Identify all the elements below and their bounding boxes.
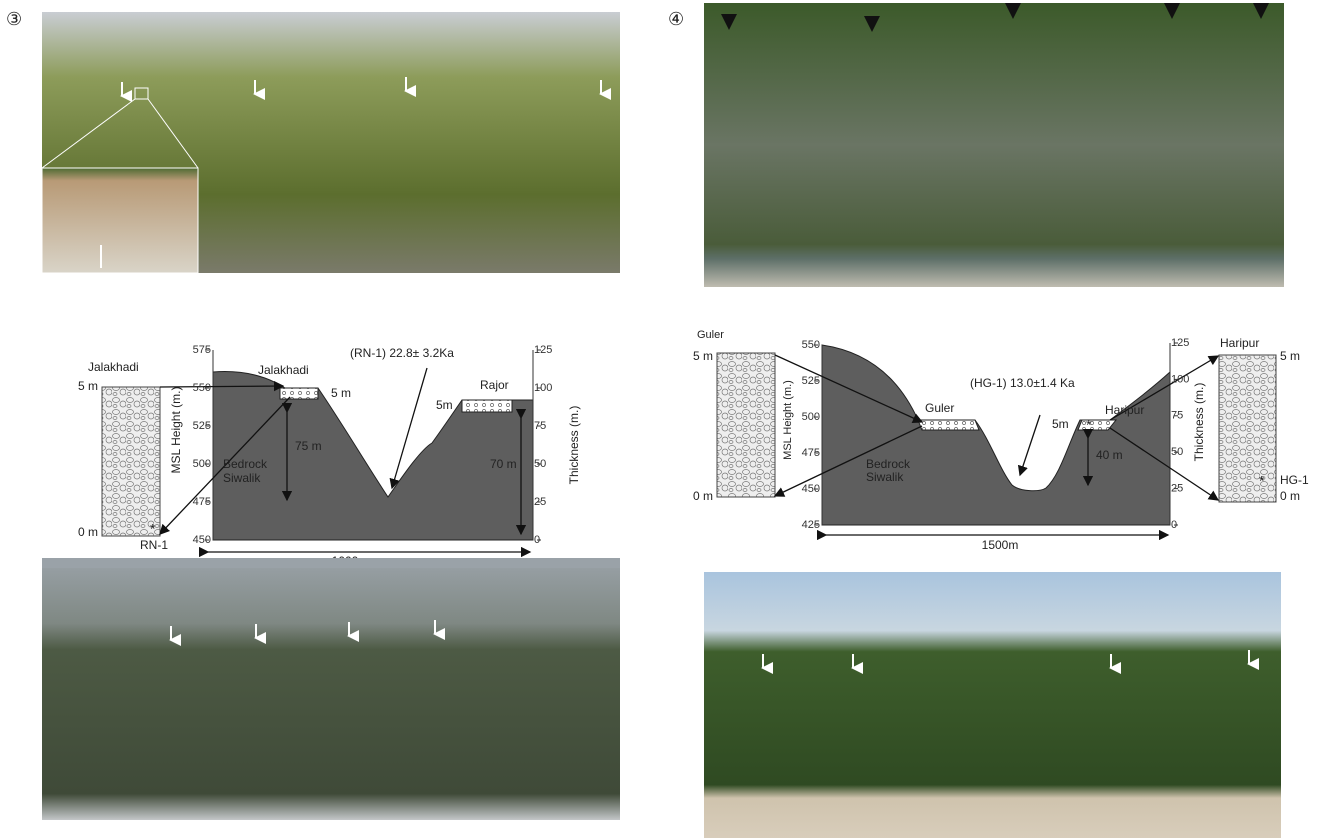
y-axis-title: MSL Height (m.) <box>782 380 794 460</box>
terrace-label: Rajor <box>480 378 509 392</box>
terrace-label: Guler <box>925 401 954 415</box>
svg-text:*: * <box>1259 473 1265 489</box>
terrace-thickness: 5m <box>436 398 453 412</box>
terrace-label: Haripur <box>1105 403 1144 417</box>
tick-label: 525 <box>193 420 211 432</box>
panel-label: ④ <box>668 9 684 29</box>
terrace-thickness: 5m <box>1052 417 1069 431</box>
column-top: 5 m <box>78 379 98 393</box>
age-label: (RN-1) 22.8± 3.2Ka <box>350 346 454 360</box>
bedrock-label: Siwalik <box>866 470 904 484</box>
column-bottom: 0 m <box>693 489 713 503</box>
tick-label: 475 <box>802 447 820 459</box>
age-label: (HG-1) 13.0±1.4 Ka <box>970 376 1075 390</box>
tick-label: 25 <box>534 496 546 508</box>
tick-label: 0 <box>534 534 540 546</box>
terrace-label: Haripur <box>1220 336 1259 350</box>
tick-label: 0 <box>1171 519 1177 531</box>
tick-label: 25 <box>1171 483 1183 495</box>
column-top: 5 m <box>1280 349 1300 363</box>
tick-label: 575 <box>193 344 211 356</box>
sample-label: HG-1 <box>1280 473 1309 487</box>
tick-label: 500 <box>802 411 820 423</box>
photo <box>704 572 1281 838</box>
bedrock-label: Siwalik <box>223 471 261 485</box>
tick-label: 50 <box>534 458 546 470</box>
column-title: Guler <box>697 329 724 341</box>
bedrock-label: Bedrock <box>866 457 911 471</box>
panel-label: ③ <box>6 9 22 29</box>
photo <box>42 12 620 273</box>
tick-label: 425 <box>802 519 820 531</box>
photo <box>704 3 1284 287</box>
tick-label: 550 <box>193 382 211 394</box>
tick-label: 75 <box>534 420 546 432</box>
photo-edge <box>42 558 620 568</box>
bedrock-label: Bedrock <box>223 457 268 471</box>
tick-label: 450 <box>193 534 211 546</box>
tick-label: 75 <box>1171 410 1183 422</box>
tick-label: 550 <box>802 339 820 351</box>
terrace-height: 75 m <box>295 439 322 453</box>
svg-text:*: * <box>150 521 156 537</box>
svg-text:*: * <box>1086 417 1092 433</box>
column-bottom: 0 m <box>78 525 98 539</box>
column-top: 5 m <box>693 349 713 363</box>
tick-label: 525 <box>802 375 820 387</box>
terrace-height: 70 m <box>490 457 517 471</box>
tick-label: 500 <box>193 458 211 470</box>
tick-label: 100 <box>534 382 552 394</box>
tick-label: 125 <box>534 344 552 356</box>
figure: ③ ④ * 5755505255004754501251007550250 Ja… <box>0 0 1326 838</box>
column-bottom: 0 m <box>1280 489 1300 503</box>
y2-axis-title: Thickness (m.) <box>567 406 581 485</box>
column-title: Jalakhadi <box>88 360 139 374</box>
sample-label: RN-1 <box>140 538 168 552</box>
tick-label: 50 <box>1171 446 1183 458</box>
photo <box>42 558 620 820</box>
tick-label: 125 <box>1171 337 1189 349</box>
y-axis-title: MSL Height (m.) <box>169 387 183 474</box>
tick-label: 475 <box>193 496 211 508</box>
terrace-height: 40 m <box>1096 448 1123 462</box>
tick-label: 100 <box>1171 373 1189 385</box>
terrace-label: Jalakhadi <box>258 363 309 377</box>
width-label: 1500m <box>982 538 1019 552</box>
tick-label: 450 <box>802 483 820 495</box>
terrace-thickness: 5 m <box>331 386 351 400</box>
y2-axis-title: Thickness (m.) <box>1192 383 1206 462</box>
